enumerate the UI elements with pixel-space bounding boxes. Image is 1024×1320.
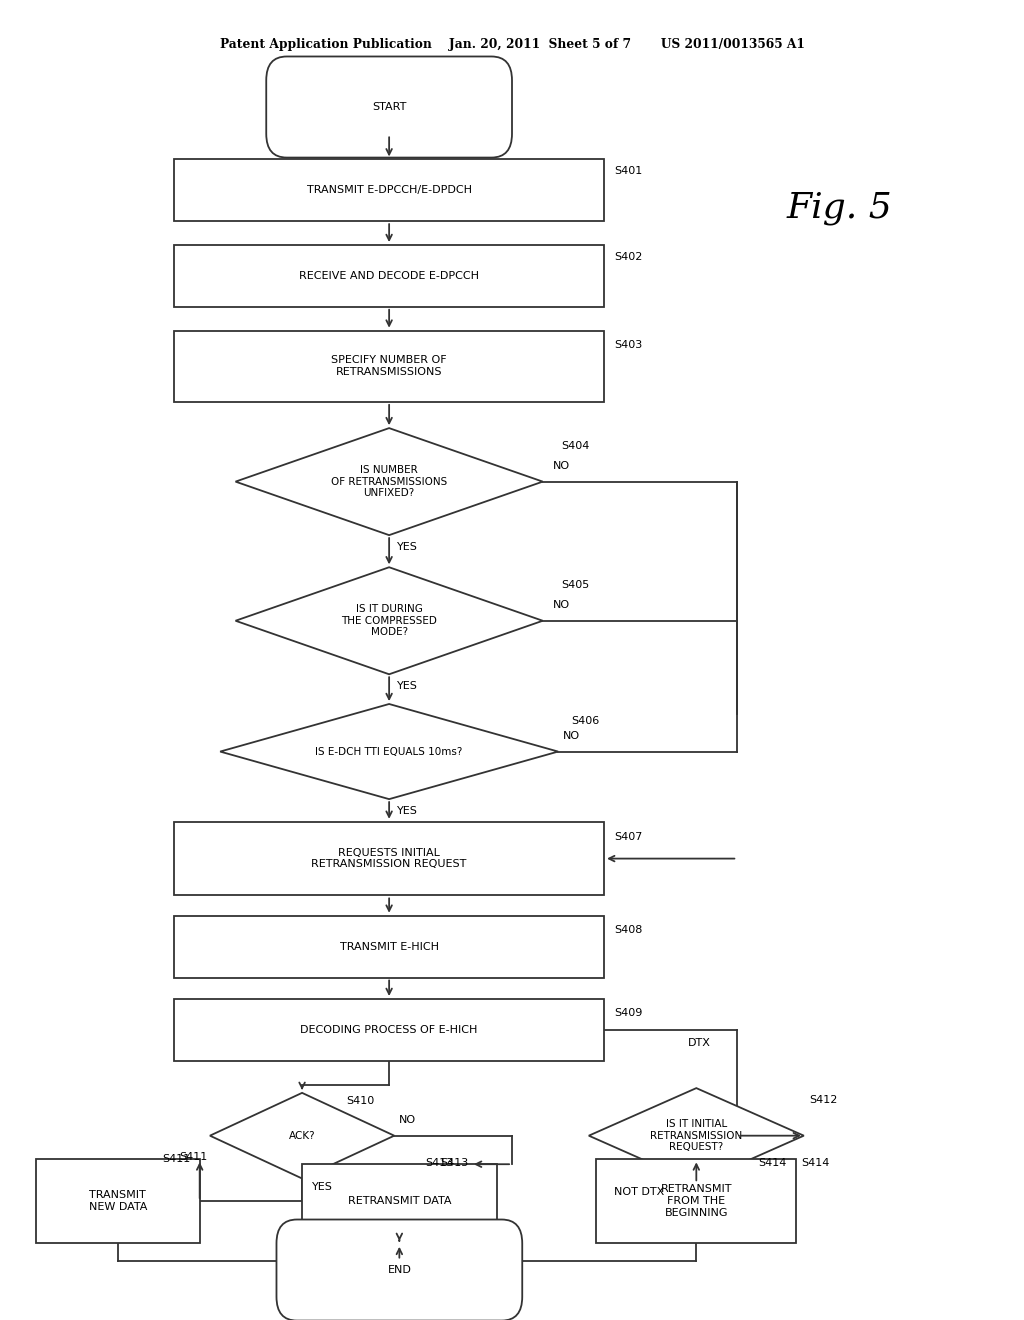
- Text: NO: NO: [553, 601, 570, 610]
- Text: IS NUMBER
OF RETRANSMISSIONS
UNFIXED?: IS NUMBER OF RETRANSMISSIONS UNFIXED?: [331, 465, 447, 498]
- Polygon shape: [220, 704, 558, 799]
- Polygon shape: [589, 1088, 804, 1183]
- Text: S414: S414: [801, 1158, 829, 1168]
- Text: Fig. 5: Fig. 5: [786, 191, 893, 226]
- Text: RETRANSMIT
FROM THE
BEGINNING: RETRANSMIT FROM THE BEGINNING: [660, 1184, 732, 1217]
- FancyBboxPatch shape: [36, 1159, 200, 1242]
- Text: Patent Application Publication    Jan. 20, 2011  Sheet 5 of 7       US 2011/0013: Patent Application Publication Jan. 20, …: [219, 38, 805, 51]
- FancyBboxPatch shape: [174, 330, 604, 403]
- Text: S402: S402: [614, 252, 643, 261]
- Text: S413: S413: [440, 1158, 469, 1168]
- Text: S413: S413: [425, 1158, 454, 1168]
- Text: S409: S409: [614, 1008, 643, 1018]
- Text: NOT DTX: NOT DTX: [614, 1187, 665, 1196]
- Text: TRANSMIT
NEW DATA: TRANSMIT NEW DATA: [88, 1191, 147, 1212]
- FancyBboxPatch shape: [174, 822, 604, 895]
- Polygon shape: [236, 428, 543, 535]
- Text: S405: S405: [561, 579, 590, 590]
- Text: START: START: [372, 102, 407, 112]
- Text: S407: S407: [614, 832, 643, 842]
- Text: IS IT INITIAL
RETRANSMISSION
REQUEST?: IS IT INITIAL RETRANSMISSION REQUEST?: [650, 1119, 742, 1152]
- Text: S403: S403: [614, 339, 643, 350]
- Text: NO: NO: [553, 461, 570, 471]
- Text: RECEIVE AND DECODE E-DPCCH: RECEIVE AND DECODE E-DPCCH: [299, 271, 479, 281]
- Text: S411: S411: [179, 1152, 208, 1162]
- Text: SPECIFY NUMBER OF
RETRANSMISSIONS: SPECIFY NUMBER OF RETRANSMISSIONS: [332, 355, 446, 378]
- FancyBboxPatch shape: [174, 916, 604, 978]
- FancyBboxPatch shape: [302, 1164, 497, 1238]
- Text: S412: S412: [809, 1096, 838, 1105]
- Text: S410: S410: [346, 1096, 375, 1106]
- Text: YES: YES: [312, 1181, 333, 1192]
- Text: TRANSMIT E-HICH: TRANSMIT E-HICH: [340, 941, 438, 952]
- Text: S414: S414: [758, 1158, 786, 1168]
- Text: NO: NO: [563, 731, 581, 741]
- Text: YES: YES: [397, 807, 418, 816]
- FancyBboxPatch shape: [596, 1159, 797, 1242]
- Polygon shape: [236, 568, 543, 675]
- FancyBboxPatch shape: [266, 57, 512, 157]
- Text: TRANSMIT E-DPCCH/E-DPDCH: TRANSMIT E-DPCCH/E-DPDCH: [306, 185, 472, 195]
- Text: YES: YES: [397, 543, 418, 552]
- Text: YES: YES: [397, 681, 418, 692]
- FancyBboxPatch shape: [174, 246, 604, 306]
- FancyBboxPatch shape: [276, 1220, 522, 1320]
- Text: IS E-DCH TTI EQUALS 10ms?: IS E-DCH TTI EQUALS 10ms?: [315, 747, 463, 756]
- Text: S404: S404: [561, 441, 590, 451]
- Text: S406: S406: [571, 715, 600, 726]
- Text: IS IT DURING
THE COMPRESSED
MODE?: IS IT DURING THE COMPRESSED MODE?: [341, 605, 437, 638]
- Text: S408: S408: [614, 925, 643, 935]
- Text: RETRANSMIT DATA: RETRANSMIT DATA: [347, 1196, 452, 1206]
- Text: S411: S411: [162, 1155, 190, 1164]
- FancyBboxPatch shape: [174, 999, 604, 1061]
- Text: END: END: [387, 1265, 412, 1275]
- Polygon shape: [210, 1093, 394, 1179]
- Text: DTX: DTX: [688, 1038, 711, 1048]
- Text: DECODING PROCESS OF E-HICH: DECODING PROCESS OF E-HICH: [300, 1024, 478, 1035]
- Text: ACK?: ACK?: [289, 1131, 315, 1140]
- Text: S401: S401: [614, 166, 643, 177]
- FancyBboxPatch shape: [174, 160, 604, 222]
- Text: REQUESTS INITIAL
RETRANSMISSION REQUEST: REQUESTS INITIAL RETRANSMISSION REQUEST: [311, 847, 467, 870]
- Text: NO: NO: [399, 1115, 417, 1125]
